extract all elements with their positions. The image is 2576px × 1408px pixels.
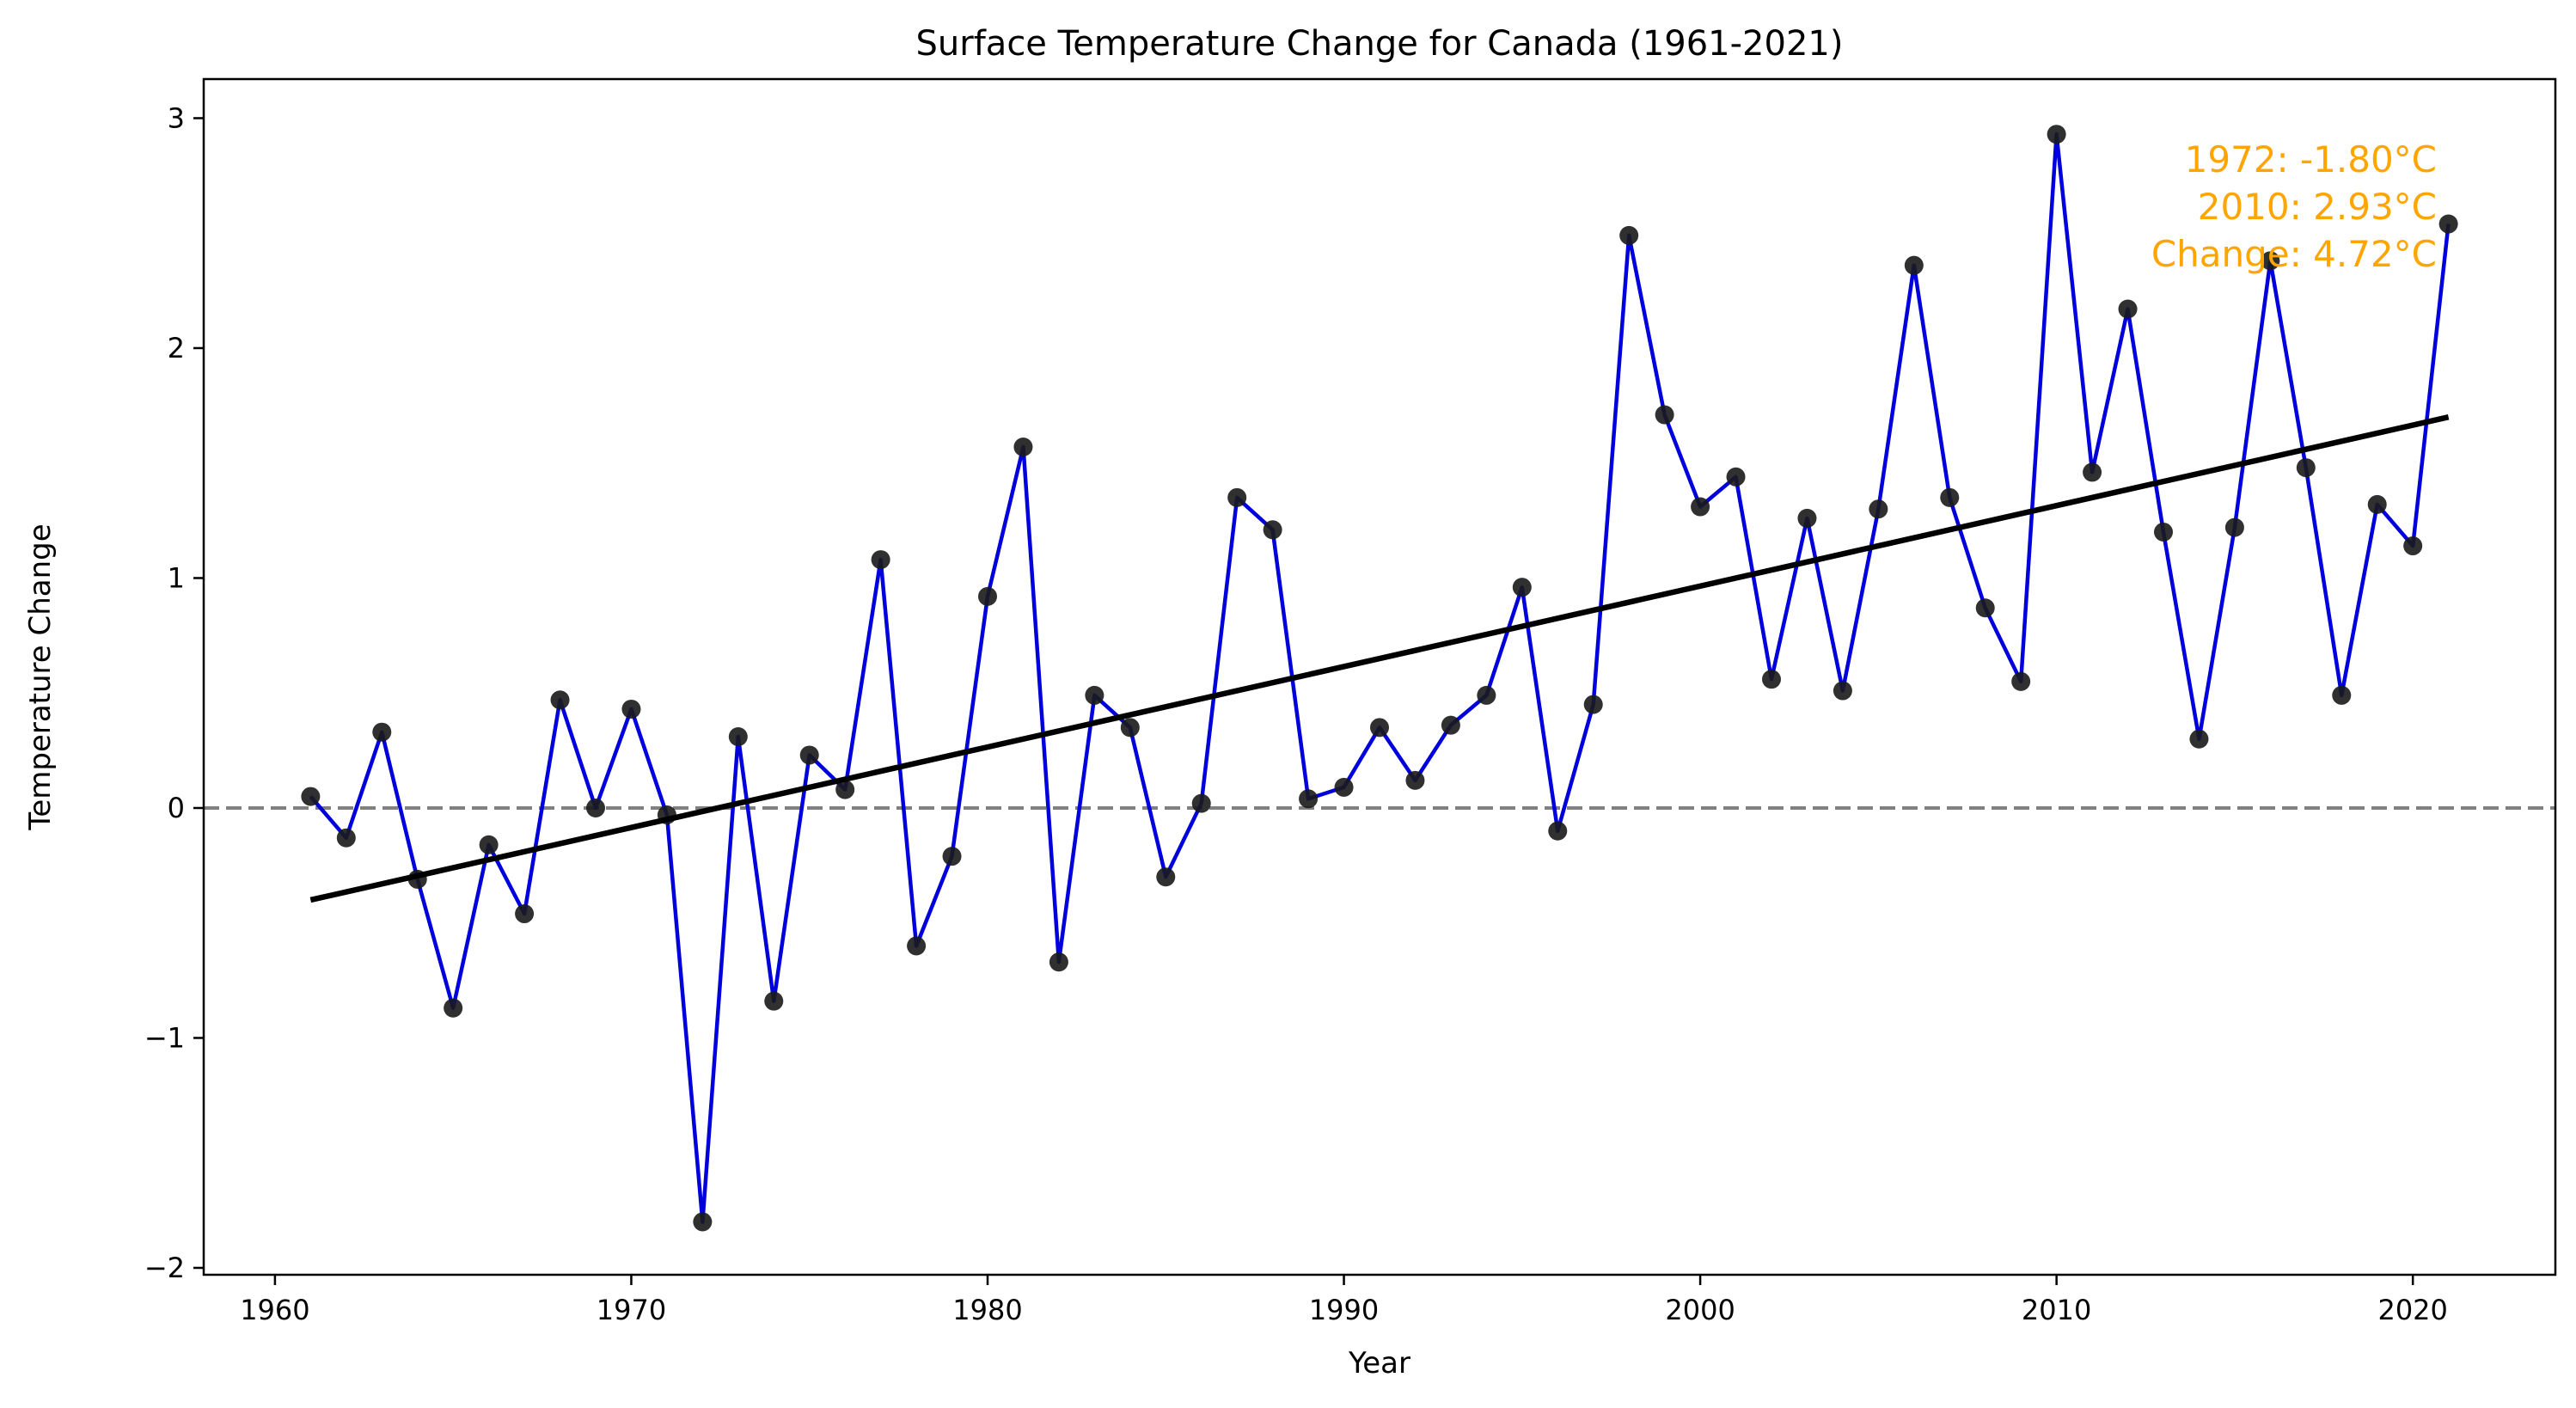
data-point-2015 — [2224, 517, 2244, 537]
y-axis: −2 −1 0 1 2 3 — [144, 101, 204, 1284]
data-point-1975 — [799, 745, 819, 765]
data-point-1979 — [942, 847, 962, 866]
data-point-1999 — [1655, 405, 1674, 425]
x-tick-label-2000: 2000 — [1665, 1294, 1735, 1326]
data-point-1973 — [728, 727, 748, 747]
chart-title: Surface Temperature Change for Canada (1… — [916, 24, 1844, 64]
data-point-1967 — [515, 904, 535, 924]
data-point-1990 — [1334, 777, 1354, 797]
data-point-1961 — [301, 787, 321, 806]
data-point-1985 — [1156, 867, 1176, 887]
data-point-1968 — [550, 690, 570, 710]
data-point-1982 — [1049, 952, 1068, 972]
data-point-1963 — [372, 722, 392, 742]
data-point-1976 — [835, 780, 855, 799]
data-point-2018 — [2332, 685, 2352, 705]
data-point-1988 — [1263, 520, 1282, 540]
data-point-2011 — [2083, 462, 2102, 482]
data-point-1984 — [1120, 718, 1140, 738]
data-point-2004 — [1833, 681, 1852, 701]
plot-layer — [204, 125, 2555, 1232]
y-axis-title: Temperature Change — [23, 523, 58, 830]
data-point-1969 — [586, 798, 605, 817]
data-point-2013 — [2154, 522, 2173, 542]
data-point-1991 — [1370, 718, 1389, 738]
data-point-2009 — [2011, 671, 2031, 691]
data-point-1996 — [1548, 821, 1568, 841]
x-tick-label-1990: 1990 — [1309, 1294, 1379, 1326]
data-point-2006 — [1904, 255, 1924, 275]
y-tick-label-1: 1 — [168, 561, 185, 594]
data-point-1962 — [336, 828, 356, 848]
data-point-2021 — [2438, 214, 2458, 234]
data-point-1965 — [444, 998, 463, 1018]
data-point-1992 — [1405, 770, 1425, 790]
data-point-2010 — [2047, 125, 2066, 144]
data-point-1989 — [1299, 789, 1319, 809]
y-tick-label-0: 0 — [168, 792, 185, 824]
data-point-2016 — [2261, 251, 2280, 271]
data-point-2008 — [1975, 598, 1995, 618]
data-point-1994 — [1477, 685, 1496, 705]
annotation-line-1: 1972: -1.80°C — [2185, 138, 2437, 181]
data-point-2001 — [1726, 467, 1746, 487]
x-tick-label-1980: 1980 — [952, 1294, 1022, 1326]
y-tick-label--1: −1 — [144, 1021, 185, 1054]
data-point-1966 — [479, 835, 499, 854]
annotation-box: 1972: -1.80°C 2010: 2.93°C Change: 4.72°… — [2151, 138, 2437, 275]
data-point-1970 — [621, 699, 641, 719]
data-point-1983 — [1085, 685, 1104, 705]
data-point-1980 — [978, 586, 997, 606]
x-tick-label-1960: 1960 — [240, 1294, 309, 1326]
x-axis-title: Year — [1348, 1346, 1410, 1380]
data-point-1987 — [1227, 487, 1247, 507]
data-point-1986 — [1191, 793, 1211, 813]
data-point-1981 — [1013, 438, 1033, 456]
x-tick-label-2010: 2010 — [2022, 1294, 2091, 1326]
data-point-2003 — [1797, 508, 1817, 528]
data-point-1997 — [1583, 695, 1603, 714]
axes-frame — [202, 77, 2557, 1276]
data-point-1993 — [1441, 715, 1460, 735]
data-point-1998 — [1619, 225, 1639, 245]
data-point-1972 — [693, 1212, 713, 1232]
x-tick-label-1970: 1970 — [597, 1294, 666, 1326]
data-point-2000 — [1691, 497, 1710, 517]
annotation-line-2: 2010: 2.93°C — [2198, 186, 2437, 228]
data-point-2005 — [1869, 499, 1888, 519]
series-line — [309, 132, 2451, 1224]
x-tick-label-2020: 2020 — [2377, 1294, 2447, 1326]
data-point-2020 — [2403, 536, 2423, 556]
data-point-2019 — [2367, 494, 2387, 514]
y-tick-label-2: 2 — [168, 332, 185, 364]
data-point-1974 — [764, 991, 784, 1011]
data-point-1977 — [871, 550, 890, 570]
data-point-2012 — [2118, 299, 2138, 319]
x-axis: 1960 1970 1980 1990 2000 2010 2020 — [240, 1275, 2448, 1326]
data-point-2007 — [1940, 487, 1960, 507]
data-point-2002 — [1762, 670, 1781, 689]
y-tick-label--2: −2 — [144, 1252, 185, 1284]
data-point-1978 — [907, 936, 927, 956]
data-point-1995 — [1512, 578, 1532, 597]
data-point-2017 — [2296, 458, 2316, 478]
annotation-line-3: Change: 4.72°C — [2151, 233, 2437, 275]
y-tick-label-3: 3 — [168, 101, 185, 134]
trend-line — [309, 414, 2450, 903]
data-point-2014 — [2189, 729, 2209, 749]
